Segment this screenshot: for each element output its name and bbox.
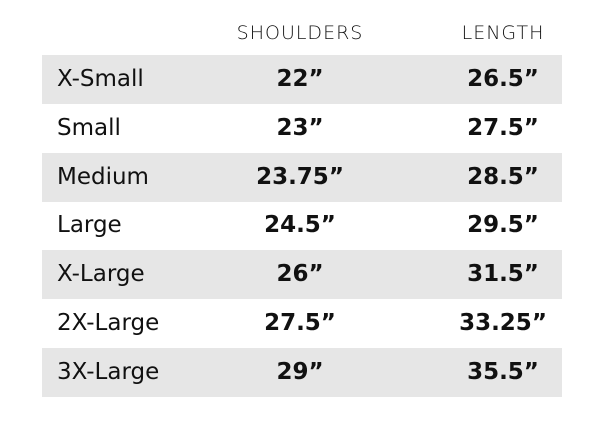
measurement: 29” [276, 358, 324, 385]
measurement: 26.5” [467, 66, 539, 92]
measurement: 27.5” [264, 310, 336, 336]
measurement: 23.75” [256, 163, 344, 190]
table-row: 3X-Large 29” 35.5” [42, 347, 562, 397]
measurement: 29.5” [467, 212, 539, 239]
column-header: SHOULDERS [236, 22, 364, 44]
table-row: 2X-Large 27.5” 33.25” [42, 299, 562, 348]
measurement: 27.5” [467, 114, 539, 141]
table-row: X-Small 22” 26.5” [42, 55, 562, 104]
measurement: 35.5” [467, 358, 539, 385]
size-label: 2X-Large [57, 310, 160, 336]
size-label: X-Large [57, 261, 145, 288]
size-label: Small [57, 114, 121, 141]
measurement: 31.5” [467, 261, 539, 288]
column-header: LENGTH [461, 22, 545, 44]
measurement: 23” [276, 114, 324, 141]
measurement: 28.5” [467, 163, 539, 190]
measurement: 24.5” [264, 212, 336, 239]
size-label: Medium [57, 163, 149, 190]
table-row: Small 23” 27.5” [42, 104, 562, 153]
measurement: 22” [276, 66, 324, 92]
size-label: X-Small [57, 66, 144, 92]
table-row: Large 24.5” 29.5” [42, 201, 562, 250]
size-label: 3X-Large [57, 358, 160, 385]
measurement: 26” [276, 261, 324, 288]
table-row: X-Large 26” 31.5” [42, 250, 562, 300]
measurement: 33.25” [459, 310, 547, 336]
size-label: Large [57, 212, 122, 239]
table-row: Medium 23.75” 28.5” [42, 152, 562, 202]
